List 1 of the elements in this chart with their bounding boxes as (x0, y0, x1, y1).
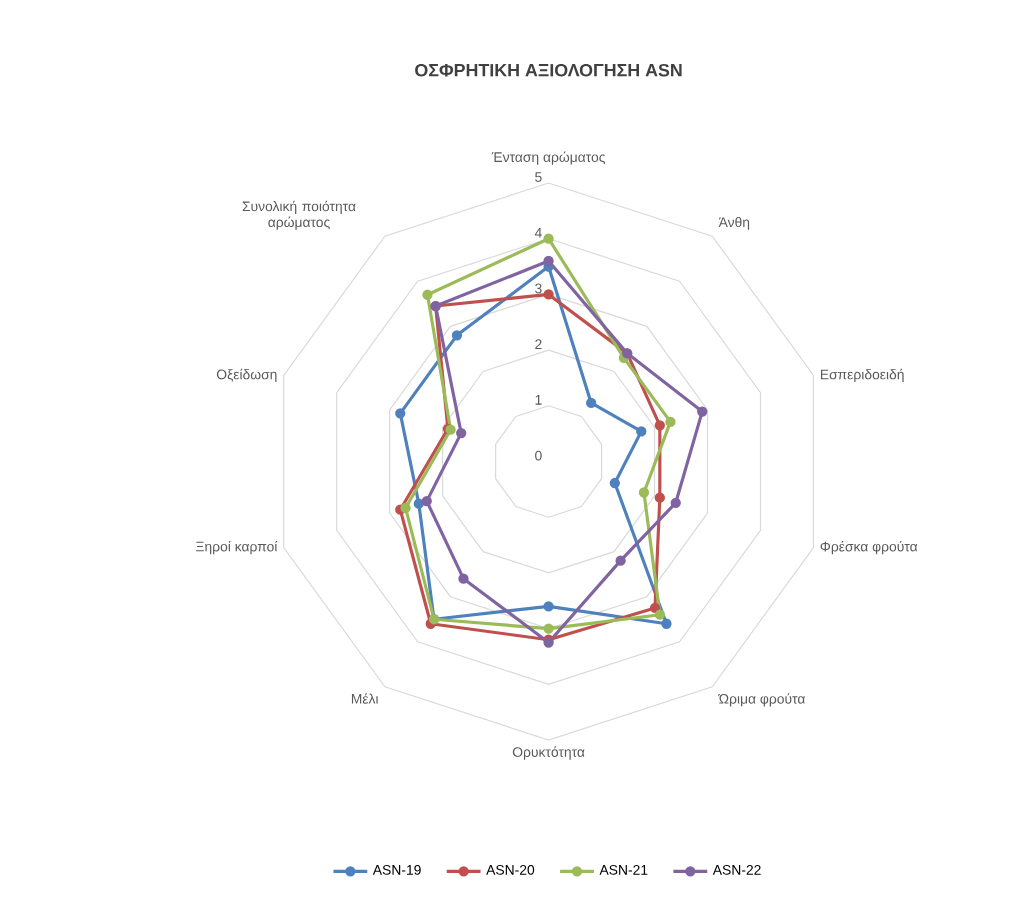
chart-title: ΟΣΦΡΗΤΙΚΗ ΑΞΙΟΛΟΓΗΣΗ ASN (415, 64, 682, 78)
